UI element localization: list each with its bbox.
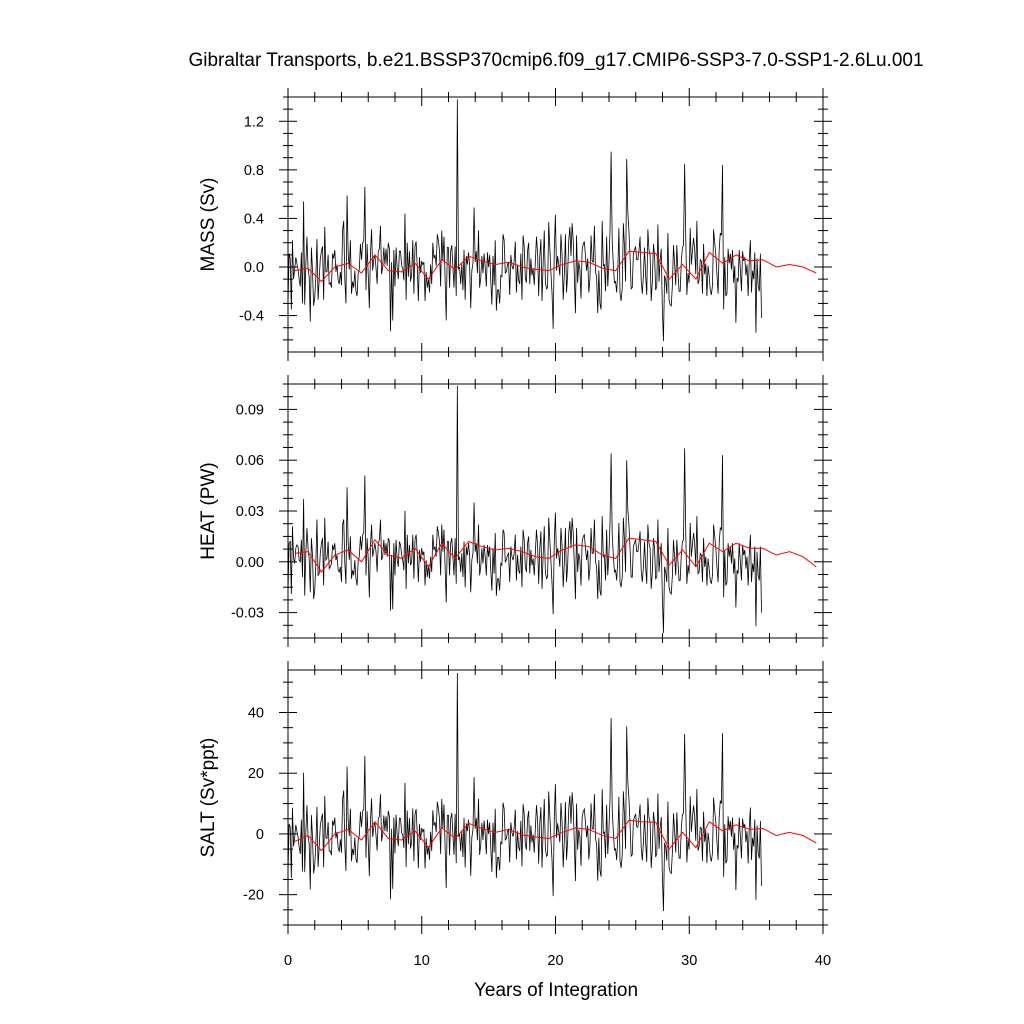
x-tick-label: 30 — [681, 953, 697, 969]
mass-y-axis-label: MASS (Sv) — [198, 178, 219, 272]
mass-y-tick-label: 0.0 — [244, 260, 264, 276]
mass-monthly-line — [288, 99, 762, 342]
heat-monthly-line — [288, 385, 762, 633]
salt-annual-line — [294, 819, 817, 852]
panel-mass: -0.4 0.0 0.4 0.8 1.2 MASS (Sv) — [198, 88, 832, 361]
heat-y-tick-label: 0.09 — [236, 402, 264, 418]
salt-y-axis-label: SALT (Sv*ppt) — [198, 738, 219, 858]
x-tick-label: 10 — [414, 953, 430, 969]
heat-frame — [287, 383, 824, 639]
mass-y-tick-label: 0.4 — [244, 211, 264, 227]
mass-annual-line — [294, 250, 817, 283]
chart-title: Gibraltar Transports, b.e21.BSSP370cmip6… — [188, 50, 923, 71]
heat-y-tick-label: 0.06 — [236, 453, 264, 469]
heat-y-tick-label: -0.03 — [231, 606, 264, 622]
salt-y-tick-label: -20 — [243, 888, 264, 904]
salt-monthly-line — [288, 673, 762, 912]
salt-y-tick-label: 20 — [248, 766, 264, 782]
heat-y-tick-label: 0.03 — [236, 504, 264, 520]
panel-heat: -0.03 0.00 0.03 0.06 0.09 HEAT (PW) — [198, 375, 832, 647]
salt-y-tick-label: 0 — [256, 827, 264, 843]
heat-y-axis-label: HEAT (PW) — [198, 462, 219, 559]
x-axis-label: Years of Integration — [474, 980, 638, 1001]
mass-y-tick-label: 1.2 — [244, 114, 264, 130]
chart-panels: -0.4 0.0 0.4 0.8 1.2 MASS (Sv) -0.03 0.00 0.03 0.… — [198, 88, 832, 969]
x-tick-label: 20 — [547, 953, 563, 969]
heat-annual-line — [294, 537, 817, 573]
heat-y-tick-label: 0.00 — [236, 555, 264, 571]
x-tick-label: 40 — [815, 953, 831, 969]
panel-salt: -20 0 20 40 SALT (Sv*ppt) 0 10 20 30 40 — [198, 661, 832, 969]
salt-y-tick-label: 40 — [248, 706, 264, 722]
mass-y-tick-label: 0.8 — [244, 163, 264, 179]
mass-y-tick-label: -0.4 — [239, 309, 264, 325]
x-tick-label: 0 — [284, 953, 292, 969]
